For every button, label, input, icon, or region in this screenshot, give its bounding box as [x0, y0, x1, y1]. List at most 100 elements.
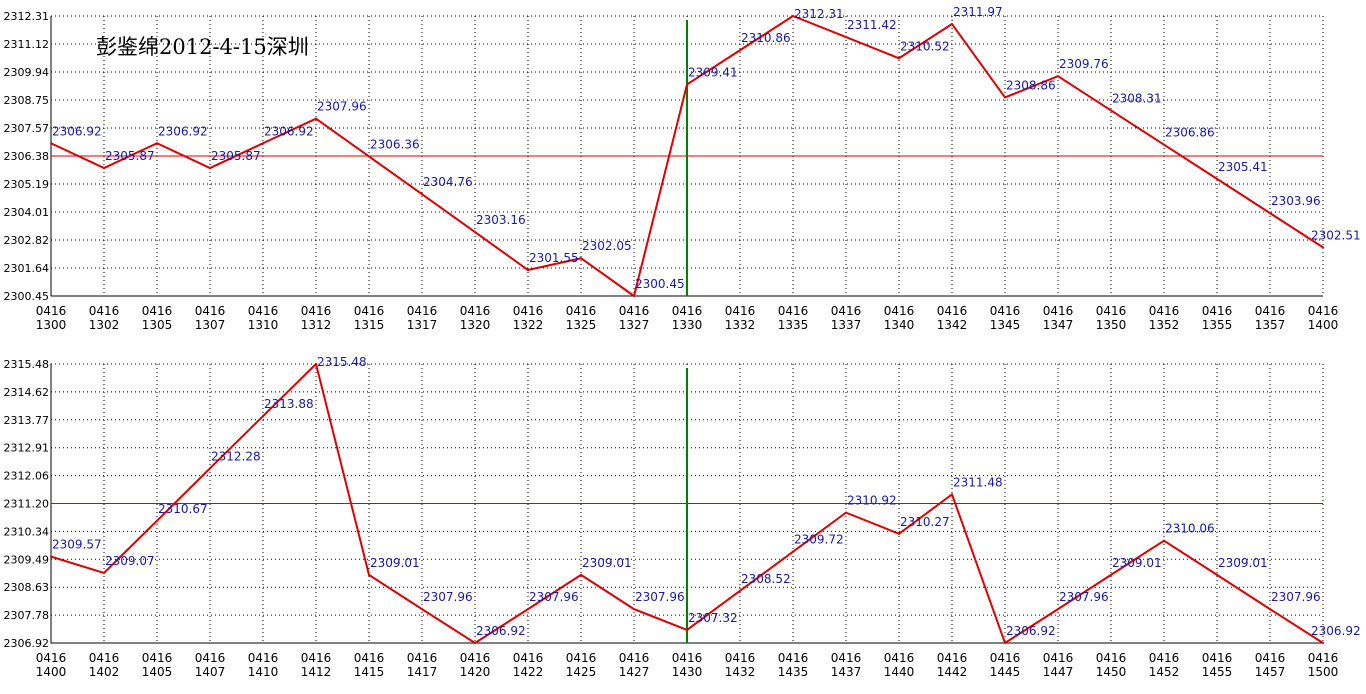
chart2-x-tick-time: 1447: [1043, 665, 1074, 679]
chart1-data-label: 2302.51: [1311, 228, 1361, 242]
chart1-x-tick-date: 0416: [1308, 304, 1339, 318]
chart1-series-segment: [898, 23, 953, 60]
chart1-series-segment: [951, 23, 1006, 99]
chart2-x-tick-time: 1422: [513, 665, 544, 679]
chart1-y-tick-label: 2311.12: [4, 38, 50, 51]
chart1-series-segment: [792, 15, 847, 39]
chart2-x-tick-time: 1402: [89, 665, 120, 679]
chart2-x-tick-date: 0416: [937, 651, 968, 665]
chart1-x-tick-time: 1317: [407, 318, 438, 332]
chart2-data-label: 2307.32: [688, 611, 738, 625]
chart1-x-tick-date: 0416: [990, 304, 1021, 318]
chart1-x-tick-date: 0416: [672, 304, 703, 318]
chart2-x-tick-date: 0416: [301, 651, 332, 665]
chart1-series-segment: [580, 257, 635, 297]
chart2-y-tick-label: 2309.49: [4, 553, 50, 566]
chart1-x-tick-time: 1337: [831, 318, 862, 332]
chart1-x-tick-date: 0416: [778, 304, 809, 318]
chart1-x-tick-date: 0416: [195, 304, 226, 318]
chart2-data-label: 2307.96: [635, 590, 685, 604]
chart2-y-tick-label: 2311.20: [4, 498, 50, 511]
chart2-series-segment: [792, 511, 847, 553]
chart2-data-label: 2306.92: [1311, 624, 1361, 638]
chart1-x-tick-date: 0416: [460, 304, 491, 318]
chart1-x-tick-time: 1330: [672, 318, 703, 332]
chart2-x-tick-time: 1440: [884, 665, 915, 679]
chart2-x-tick-time: 1410: [248, 665, 279, 679]
chart1-data-label: 2306.86: [1165, 126, 1215, 140]
chart2-series-segment: [739, 550, 794, 592]
chart1-x-tick-time: 1325: [566, 318, 597, 332]
chart2-x-tick-date: 0416: [1149, 651, 1180, 665]
chart1-x-tick-time: 1400: [1308, 318, 1339, 332]
chart1-y-tick-label: 2305.19: [4, 178, 50, 191]
chart1-x-tick-date: 0416: [142, 304, 173, 318]
top-chart-panel: 2312.312311.122309.942308.752307.572306.…: [4, 5, 1361, 332]
chart1-data-label: 2310.86: [741, 31, 791, 45]
chart1-x-tick-time: 1332: [725, 318, 756, 332]
chart2-x-tick-time: 1400: [36, 665, 67, 679]
chart1-series-segment: [527, 257, 582, 272]
chart2-x-tick-date: 0416: [1202, 651, 1233, 665]
chart1-data-label: 2305.87: [105, 149, 155, 163]
chart2-data-label: 2309.01: [1218, 556, 1268, 570]
chart1-x-tick-time: 1355: [1202, 318, 1233, 332]
chart2-series-segment: [527, 573, 582, 611]
chart1-series-segment: [474, 231, 529, 272]
chart2-x-tick-time: 1412: [301, 665, 332, 679]
chart2-series-segment: [421, 608, 476, 644]
chart1-series-segment: [262, 117, 317, 145]
chart1-series-segment: [1110, 109, 1165, 146]
chart1-data-label: 2306.92: [52, 124, 102, 138]
chart2-series-segment: [633, 608, 688, 631]
chart1-series-segment: [739, 15, 794, 52]
chart2-series-segment: [156, 467, 211, 522]
chart1-series-segment: [1216, 177, 1271, 215]
chart2-x-tick-date: 0416: [195, 651, 226, 665]
chart1-series-segment: [633, 83, 688, 297]
chart1-data-label: 2303.96: [1271, 194, 1321, 208]
chart1-x-tick-time: 1327: [619, 318, 650, 332]
chart1-data-label: 2306.92: [264, 124, 314, 138]
chart2-series-segment: [315, 363, 370, 576]
chart1-y-tick-label: 2306.38: [4, 150, 50, 163]
chart2-x-tick-date: 0416: [36, 651, 67, 665]
chart2-data-label: 2309.01: [370, 556, 420, 570]
chart2-x-tick-time: 1425: [566, 665, 597, 679]
chart2-data-label: 2313.88: [264, 397, 314, 411]
chart2-data-label: 2309.57: [52, 538, 102, 552]
chart1-y-tick-label: 2307.57: [4, 122, 50, 135]
chart2-x-tick-date: 0416: [1308, 651, 1339, 665]
chart1-series-segment: [1269, 212, 1324, 249]
chart1-data-label: 2309.76: [1059, 57, 1109, 71]
chart1-x-tick-date: 0416: [1043, 304, 1074, 318]
chart1-x-tick-date: 0416: [1202, 304, 1233, 318]
chart2-x-tick-date: 0416: [354, 651, 385, 665]
chart1-data-label: 2307.96: [317, 100, 367, 114]
chart1-x-tick-time: 1340: [884, 318, 915, 332]
chart1-x-tick-time: 1335: [778, 318, 809, 332]
chart2-x-tick-time: 1450: [1096, 665, 1127, 679]
chart2-data-label: 2310.67: [158, 502, 208, 516]
chart2-y-tick-label: 2312.91: [4, 442, 50, 455]
chart2-series-segment: [1163, 539, 1218, 576]
chart2-x-tick-time: 1437: [831, 665, 862, 679]
chart1-x-tick-time: 1302: [89, 318, 120, 332]
chart2-x-tick-time: 1435: [778, 665, 809, 679]
chart1-data-label: 2311.97: [953, 5, 1003, 19]
chart2-data-label: 2309.01: [582, 556, 632, 570]
chart2-x-tick-date: 0416: [566, 651, 597, 665]
chart2-x-tick-time: 1432: [725, 665, 756, 679]
chart1-x-tick-date: 0416: [884, 304, 915, 318]
chart1-x-tick-time: 1300: [36, 318, 67, 332]
chart1-data-label: 2310.52: [900, 39, 950, 53]
chart1-y-tick-label: 2312.31: [4, 10, 50, 23]
chart2-x-tick-time: 1407: [195, 665, 226, 679]
chart2-data-label: 2307.96: [423, 590, 473, 604]
chart1-series-segment: [368, 155, 423, 196]
chart1-x-tick-date: 0416: [36, 304, 67, 318]
chart2-series-segment: [845, 511, 900, 535]
chart2-data-label: 2309.72: [794, 533, 844, 547]
chart1-x-tick-time: 1305: [142, 318, 173, 332]
